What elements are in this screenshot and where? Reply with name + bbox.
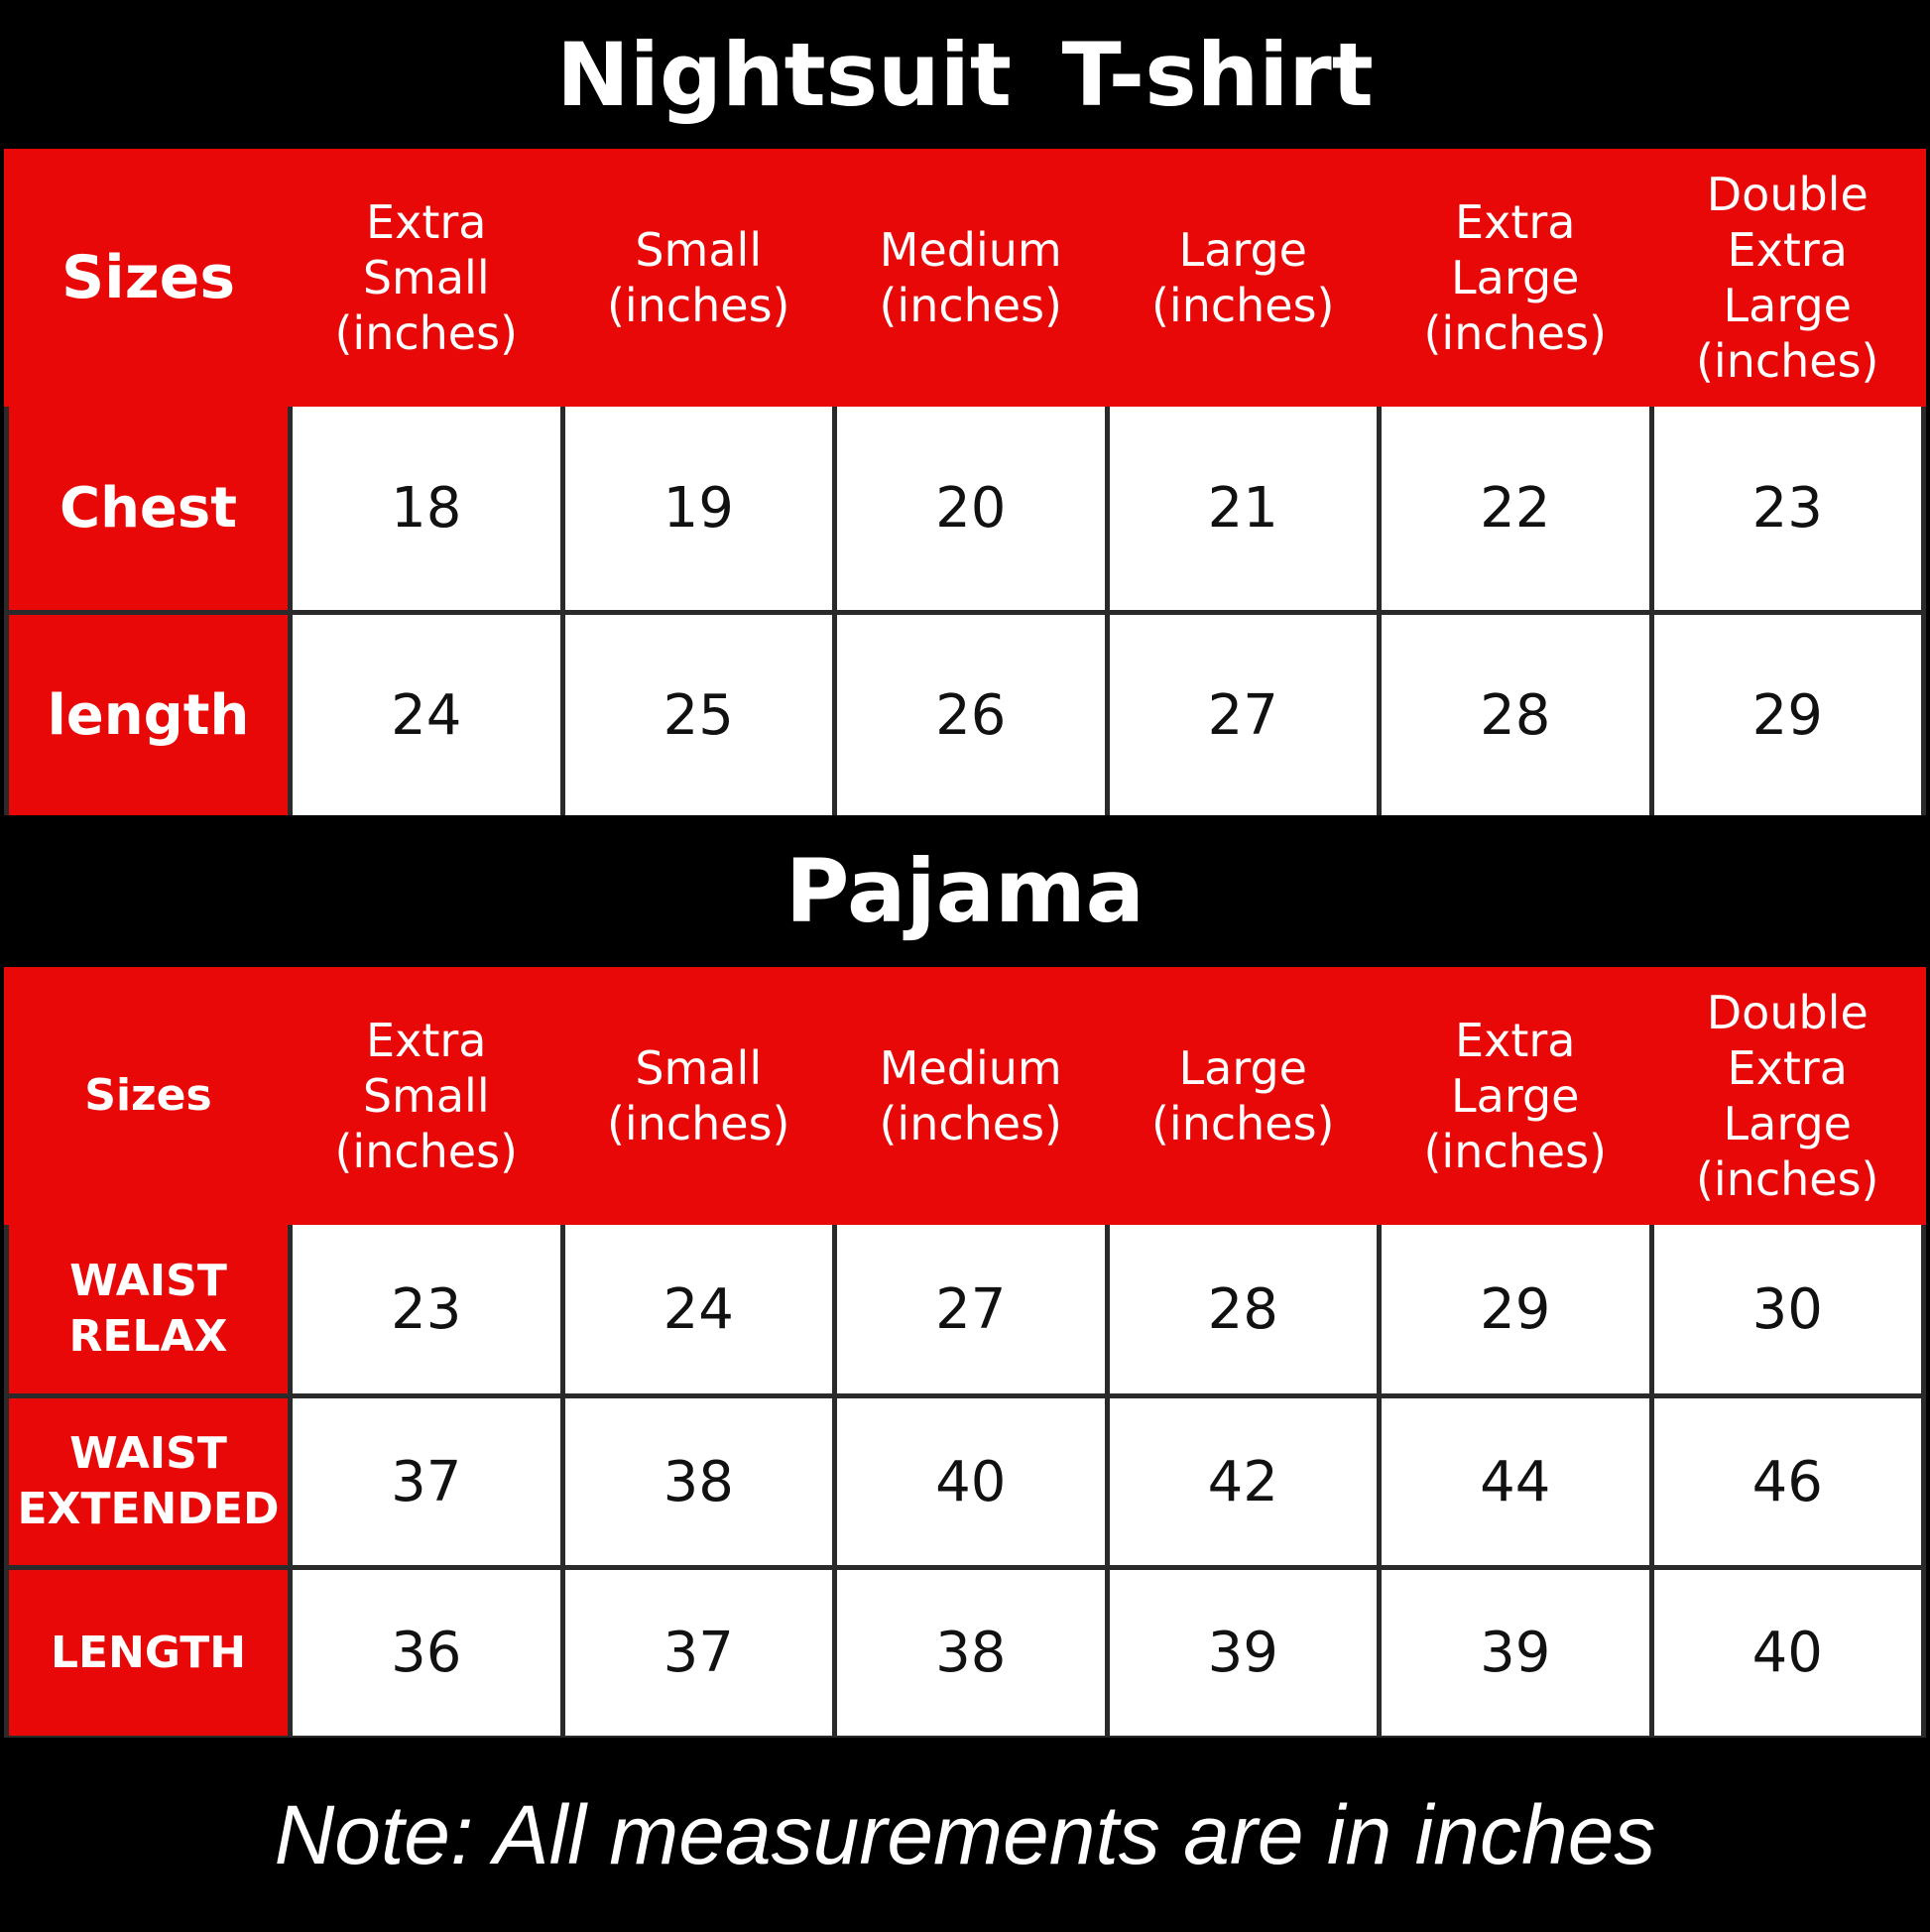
tshirt-title: Nightsuit T-shirt xyxy=(0,0,1930,149)
measurement-cell: 18 xyxy=(288,402,565,615)
header-label: Sizes xyxy=(4,149,293,407)
column-header: Large (inches) xyxy=(1104,149,1382,407)
measurement-cell: 20 xyxy=(832,402,1110,615)
tshirt-size-table: Sizes Extra Small (inches) Small (inches) M… xyxy=(4,149,1926,820)
measurement-cell: 23 xyxy=(1648,402,1926,615)
measurement-cell: 40 xyxy=(832,1393,1110,1570)
column-header: Extra Small (inches) xyxy=(288,149,565,407)
header-row: Sizes Extra Small (inches) Small (inches) M… xyxy=(4,967,1926,1225)
measurement-cell: 38 xyxy=(559,1393,837,1570)
measurement-cell: 27 xyxy=(1104,610,1382,820)
header-row: Sizes Extra Small (inches) Small (inches) M… xyxy=(4,149,1926,407)
measurement-cell: 26 xyxy=(832,610,1110,820)
measurement-cell: 38 xyxy=(832,1565,1110,1741)
measurement-cell: 29 xyxy=(1377,1220,1654,1398)
measurement-note: Note: All measurements are in inches xyxy=(0,1738,1930,1932)
measurement-cell: 39 xyxy=(1104,1565,1382,1741)
measurement-cell: 24 xyxy=(559,1220,837,1398)
measurement-cell: 37 xyxy=(288,1393,565,1570)
pajama-size-table: Sizes Extra Small (inches) Small (inches) M… xyxy=(4,967,1926,1741)
measurement-cell: 28 xyxy=(1377,610,1654,820)
column-header: Medium (inches) xyxy=(832,149,1110,407)
column-header: Extra Large (inches) xyxy=(1377,967,1654,1225)
column-header: Extra Small (inches) xyxy=(288,967,565,1225)
column-header: Medium (inches) xyxy=(832,967,1110,1225)
measurement-cell: 25 xyxy=(559,610,837,820)
row-label: length xyxy=(4,610,293,820)
row-label: WAIST RELAX xyxy=(4,1220,293,1398)
measurement-cell: 36 xyxy=(288,1565,565,1741)
table-row: length 24 25 26 27 28 29 xyxy=(4,610,1926,820)
measurement-cell: 46 xyxy=(1648,1393,1926,1570)
column-header: Extra Large (inches) xyxy=(1377,149,1654,407)
measurement-cell: 39 xyxy=(1377,1565,1654,1741)
measurement-cell: 42 xyxy=(1104,1393,1382,1570)
row-label: WAIST EXTENDED xyxy=(4,1393,293,1570)
measurement-cell: 29 xyxy=(1648,610,1926,820)
row-label: Chest xyxy=(4,402,293,615)
measurement-cell: 44 xyxy=(1377,1393,1654,1570)
column-header: Large (inches) xyxy=(1104,967,1382,1225)
table-row: WAIST EXTENDED 37 38 40 42 44 46 xyxy=(4,1393,1926,1570)
measurement-cell: 21 xyxy=(1104,402,1382,615)
column-header: Double Extra Large (inches) xyxy=(1648,967,1926,1225)
table-row: Chest 18 19 20 21 22 23 xyxy=(4,402,1926,615)
column-header: Small (inches) xyxy=(559,967,837,1225)
pajama-title: Pajama xyxy=(0,815,1930,967)
column-header: Double Extra Large (inches) xyxy=(1648,149,1926,407)
measurement-cell: 27 xyxy=(832,1220,1110,1398)
row-label: LENGTH xyxy=(4,1565,293,1741)
measurement-cell: 30 xyxy=(1648,1220,1926,1398)
header-label: Sizes xyxy=(4,967,293,1225)
table-row: WAIST RELAX 23 24 27 28 29 30 xyxy=(4,1220,1926,1398)
measurement-cell: 40 xyxy=(1648,1565,1926,1741)
measurement-cell: 28 xyxy=(1104,1220,1382,1398)
measurement-cell: 24 xyxy=(288,610,565,820)
column-header: Small (inches) xyxy=(559,149,837,407)
measurement-cell: 19 xyxy=(559,402,837,615)
table-row: LENGTH 36 37 38 39 39 40 xyxy=(4,1565,1926,1741)
measurement-cell: 22 xyxy=(1377,402,1654,615)
measurement-cell: 37 xyxy=(559,1565,837,1741)
measurement-cell: 23 xyxy=(288,1220,565,1398)
